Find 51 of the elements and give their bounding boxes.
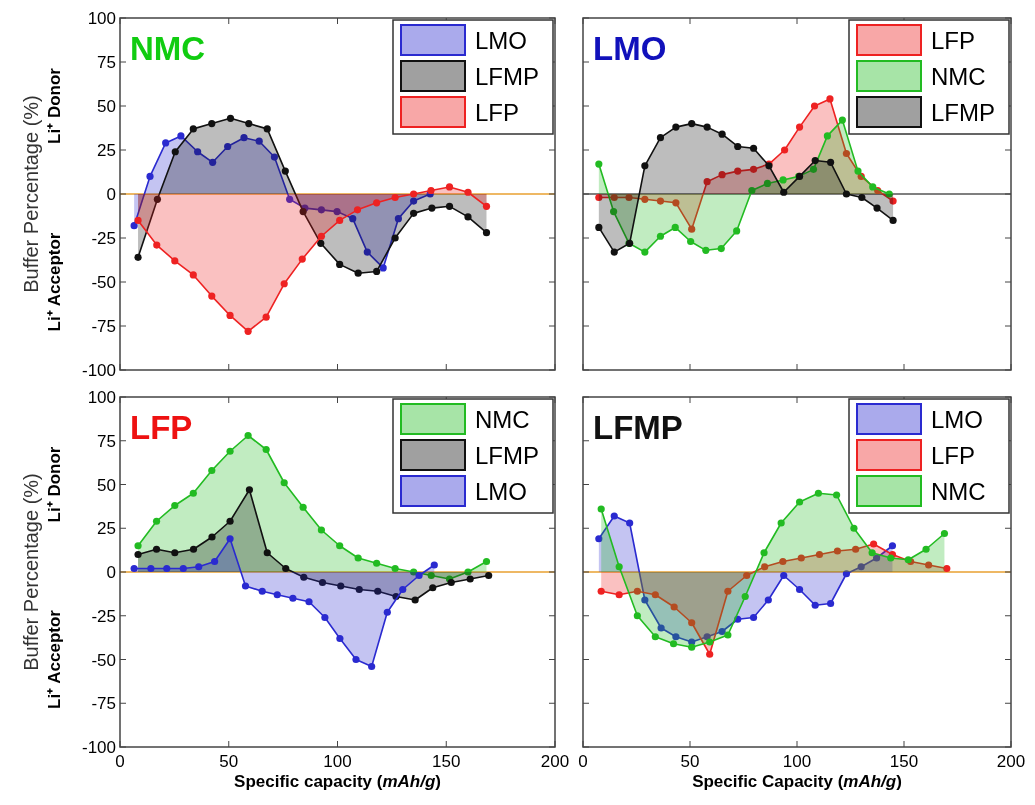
- x-tick-label: 100: [323, 752, 352, 771]
- text: Li⁺ Donor: [45, 67, 64, 144]
- legend-label: LMO: [475, 27, 528, 54]
- x-axis-title: Specific capacity (mAh/g): [234, 772, 441, 791]
- x-tick-label: 0: [578, 752, 588, 771]
- text: Li⁺ Donor: [45, 446, 64, 523]
- legend-label: LFP: [931, 27, 976, 54]
- x-tick-label: 200: [996, 752, 1026, 771]
- chart-title: NMC: [130, 30, 206, 67]
- legend-label: NMC: [931, 478, 986, 505]
- y-tick-label: 100: [87, 388, 116, 407]
- y-tick-label: 75: [97, 53, 116, 72]
- chart-title: LMO: [593, 30, 667, 67]
- y-tick-label: -25: [91, 606, 116, 626]
- text: Li⁺ Acceptor: [45, 609, 64, 709]
- x-tick-label: 200: [540, 752, 570, 771]
- legend-label: NMC: [475, 406, 530, 433]
- legend-label: LMO: [475, 478, 528, 505]
- y-tick-label: 100: [87, 9, 116, 28]
- y-tick-label: -100: [81, 361, 116, 380]
- y-tick-label: 75: [97, 431, 116, 451]
- legend-label: LMO: [931, 406, 984, 433]
- x-tick-label: 150: [889, 752, 919, 771]
- y-tick-label: -100: [81, 738, 116, 757]
- legend-label: LFP: [475, 99, 520, 126]
- y-tick-label: -75: [91, 317, 116, 336]
- y-tick-label: -50: [91, 273, 116, 292]
- y-tick-label: 50: [97, 97, 116, 116]
- x-tick-label: 50: [219, 752, 239, 771]
- y-tick-label: 25: [97, 141, 116, 160]
- legend-label: LFMP: [475, 442, 540, 469]
- y-tick-label: 50: [97, 475, 116, 495]
- legend-label: LFMP: [931, 99, 996, 126]
- y-tick-label: -25: [91, 229, 116, 248]
- chart-title: LFP: [130, 409, 193, 446]
- y-tick-label: -75: [91, 694, 116, 714]
- y-tick-label: 25: [97, 519, 116, 539]
- y-axis-title: Buffer Percentage (%): [20, 95, 42, 293]
- legend-label: LFMP: [475, 63, 540, 90]
- x-axis-title: Specific Capacity (mAh/g): [692, 772, 902, 791]
- legend-label: NMC: [931, 63, 986, 90]
- legend-label: LFP: [931, 442, 976, 469]
- x-tick-label: 50: [680, 752, 700, 771]
- y-tick-label: 0: [106, 185, 116, 204]
- y-tick-label: -50: [91, 650, 116, 670]
- text: Li⁺ Acceptor: [45, 232, 64, 332]
- y-axis-title: Buffer Percentage (%): [20, 473, 42, 671]
- y-tick-label: 0: [106, 563, 116, 582]
- x-tick-label: 150: [432, 752, 461, 771]
- x-tick-label: 100: [782, 752, 812, 771]
- chart-title: LFMP: [593, 409, 683, 446]
